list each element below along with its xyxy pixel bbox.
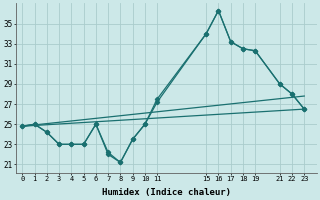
X-axis label: Humidex (Indice chaleur): Humidex (Indice chaleur) [102,188,231,197]
